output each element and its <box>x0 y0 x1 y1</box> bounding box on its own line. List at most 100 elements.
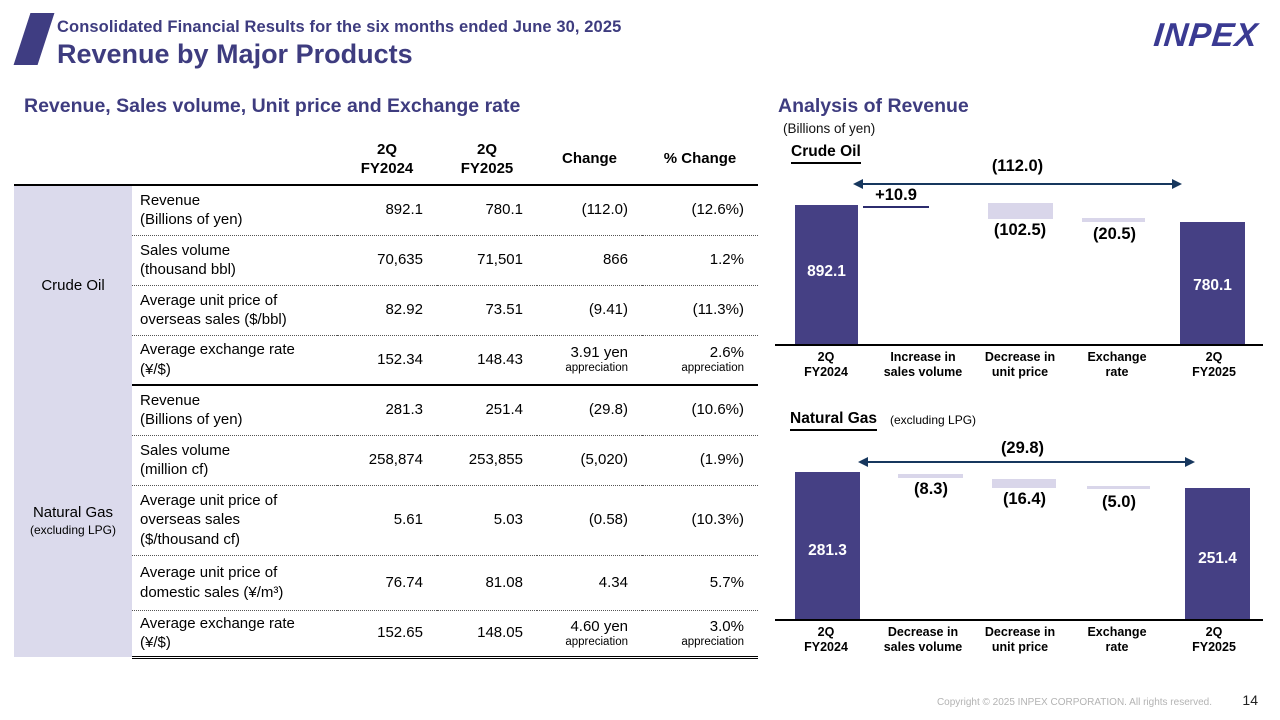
total-change-arrow <box>853 178 1182 189</box>
category-label: 2Q FY2024 <box>804 625 848 654</box>
metric-label: Average unit price of overseas sales ($/th… <box>132 485 337 556</box>
header-blank-product <box>14 135 132 186</box>
col-header-pct-change: % Change <box>642 135 758 186</box>
value-fy2025: 73.51 <box>437 285 537 336</box>
delta-label-unit-price: (16.4) <box>1002 490 1047 508</box>
value-fy2024: 258,874 <box>337 435 437 486</box>
bar-value: 251.4 <box>1198 550 1237 567</box>
chart-heading-note: (excluding LPG) <box>890 413 977 427</box>
total-change-label: (112.0) <box>991 157 1044 175</box>
category-label: 2Q FY2025 <box>1192 625 1236 654</box>
value-change: (0.58) <box>537 485 642 556</box>
chart-heading-crude-oil: Crude Oil <box>791 143 861 164</box>
table-row: Average unit price of domestic sales (¥/m… <box>14 555 758 611</box>
value-pct-change: (12.6%) <box>642 185 758 236</box>
segment-exchange-rate <box>1087 486 1150 489</box>
value-pct-change: (10.3%) <box>642 485 758 556</box>
value-fy2025: 780.1 <box>437 185 537 236</box>
value-fy2024: 152.65 <box>337 610 437 659</box>
table-row: Crude Oil Revenue (Billions of yen) 892.1… <box>14 185 758 385</box>
delta-label-unit-price: (102.5) <box>993 221 1047 239</box>
value-change: (5,020) <box>537 435 642 486</box>
segment-decrease-sales-volume <box>898 474 963 478</box>
table-row: Average exchange rate (¥/$) 152.34 148.43… <box>14 335 758 386</box>
delta-label-sales-volume: +10.9 <box>863 186 929 208</box>
x-axis-line <box>775 344 1263 346</box>
category-label: Increase in sales volume <box>883 350 963 379</box>
bar-2q-fy2024: 892.1 <box>795 205 858 345</box>
category-label: Decrease in sales volume <box>883 625 963 654</box>
segment-decrease-unit-price <box>992 479 1056 488</box>
col-header-change: Change <box>537 135 642 186</box>
slide-accent-slash <box>13 13 55 65</box>
bar-value: 780.1 <box>1193 277 1232 294</box>
value-fy2024: 76.74 <box>337 555 437 611</box>
delta-label-exchange-rate: (5.0) <box>1102 493 1136 511</box>
chart-heading-natural-gas: Natural Gas <box>790 410 878 431</box>
financial-table: 2Q FY2024 2Q FY2025 Change % Change Crude … <box>14 135 758 659</box>
category-label: Exchange rate <box>1087 625 1147 654</box>
value-fy2025: 251.4 <box>437 385 537 436</box>
value-fy2025: 81.08 <box>437 555 537 611</box>
table-header-row: 2Q FY2024 2Q FY2025 Change % Change <box>14 135 758 186</box>
value-pct-change: (11.3%) <box>642 285 758 336</box>
bar-2q-fy2025: 780.1 <box>1180 222 1245 345</box>
metric-label: Revenue (Billions of yen) <box>132 185 337 236</box>
page-number: 14 <box>1242 692 1258 708</box>
category-label: Decrease in unit price <box>984 350 1056 379</box>
bar-2q-fy2024: 281.3 <box>795 472 860 620</box>
value-fy2024: 5.61 <box>337 485 437 556</box>
table-row: Natural Gas (excluding LPG) Revenue (Bill… <box>14 385 758 657</box>
product-label-crude-oil: Crude Oil <box>14 185 132 385</box>
metric-label: Revenue (Billions of yen) <box>132 385 337 436</box>
crude-oil-group: Crude Oil Revenue (Billions of yen) 892.1… <box>14 185 758 386</box>
category-label: Exchange rate <box>1087 350 1147 379</box>
total-change-label: (29.8) <box>1000 439 1045 457</box>
product-label-natural-gas: Natural Gas (excluding LPG) <box>14 385 132 657</box>
value-fy2025: 148.05 <box>437 610 537 659</box>
table-row: Average unit price of overseas sales ($/th… <box>14 485 758 556</box>
value-fy2024: 892.1 <box>337 185 437 236</box>
delta-label-sales-volume: (8.3) <box>914 480 948 498</box>
table-row: Sales volume (million cf) 258,874 253,855… <box>14 435 758 486</box>
header: Consolidated Financial Results for the s… <box>57 18 621 70</box>
metric-label: Average exchange rate (¥/$) <box>132 335 337 386</box>
metric-label: Average unit price of domestic sales (¥/m… <box>132 555 337 611</box>
analysis-unit-note: (Billions of yen) <box>783 121 876 136</box>
value-pct-change: (10.6%) <box>642 385 758 436</box>
value-fy2025: 148.43 <box>437 335 537 386</box>
metric-label: Sales volume (thousand bbl) <box>132 235 337 286</box>
value-change: 3.91 yen appreciation <box>537 335 642 386</box>
metric-label: Average unit price of overseas sales ($/b… <box>132 285 337 336</box>
delta-label-exchange-rate: (20.5) <box>1092 225 1137 243</box>
value-fy2025: 71,501 <box>437 235 537 286</box>
value-change: (112.0) <box>537 185 642 236</box>
bar-value: 892.1 <box>807 263 846 280</box>
value-fy2025: 253,855 <box>437 435 537 486</box>
header-blank-metric <box>132 135 337 186</box>
value-pct-change: 2.6% appreciation <box>642 335 758 386</box>
crude-oil-waterfall-chart: Crude Oil (112.0) +10.9 892.1 (102.5) (2… <box>775 140 1267 390</box>
category-label: Decrease in unit price <box>984 625 1056 654</box>
category-label: 2Q FY2024 <box>804 350 848 379</box>
value-pct-change: 5.7% <box>642 555 758 611</box>
value-pct-change: 3.0% appreciation <box>642 610 758 659</box>
page-title: Revenue by Major Products <box>57 39 413 69</box>
value-change: 4.60 yen appreciation <box>537 610 642 659</box>
value-fy2024: 281.3 <box>337 385 437 436</box>
analysis-section-title: Analysis of Revenue <box>778 95 969 117</box>
value-change: 866 <box>537 235 642 286</box>
segment-exchange-rate <box>1082 218 1145 222</box>
value-fy2025: 5.03 <box>437 485 537 556</box>
segment-decrease-unit-price <box>988 203 1053 219</box>
copyright-text: Copyright © 2025 INPEX CORPORATION. All … <box>936 697 1212 708</box>
inpex-logo: INPEX <box>1152 16 1260 53</box>
col-header-2q-fy2024: 2Q FY2024 <box>337 135 437 186</box>
table-row: Average unit price of overseas sales ($/b… <box>14 285 758 336</box>
metric-label: Sales volume (million cf) <box>132 435 337 486</box>
table-row: Average exchange rate (¥/$) 152.65 148.05… <box>14 610 758 659</box>
category-label: 2Q FY2025 <box>1192 350 1236 379</box>
table-row: Sales volume (thousand bbl) 70,635 71,501… <box>14 235 758 286</box>
natural-gas-group: Natural Gas (excluding LPG) Revenue (Bill… <box>14 385 758 659</box>
value-fy2024: 70,635 <box>337 235 437 286</box>
